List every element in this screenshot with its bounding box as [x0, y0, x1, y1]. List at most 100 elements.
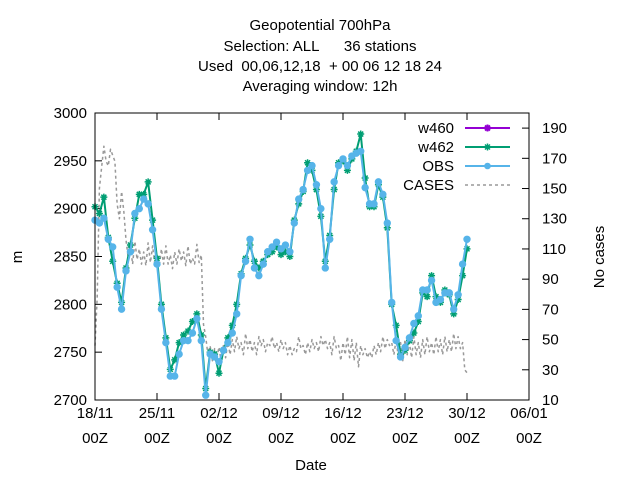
- data-point-w462: [273, 243, 281, 251]
- x-tick-label-date: 18/11: [77, 405, 113, 422]
- x-tick-label-hour: 00Z: [82, 430, 108, 447]
- data-point-obs: [215, 358, 223, 366]
- data-point-obs: [321, 264, 329, 272]
- y-tick-label: 2700: [54, 392, 87, 409]
- data-point-obs: [272, 238, 281, 246]
- legend-label: w460: [417, 120, 454, 137]
- legend-marker: [484, 124, 491, 132]
- data-point-obs: [414, 312, 422, 320]
- chart-title: Geopotential 700hPa Selection: ALL 36 st…: [198, 17, 442, 95]
- data-point-w462: [233, 300, 241, 308]
- data-point-obs: [100, 214, 108, 222]
- data-point-obs: [157, 305, 166, 313]
- data-point-w462: [140, 190, 148, 198]
- x-tick-label-date: 06/01: [510, 405, 548, 422]
- data-point-w462: [343, 166, 351, 174]
- data-point-w462: [268, 248, 276, 256]
- data-point-w462: [277, 251, 285, 259]
- data-point-w462: [197, 331, 205, 339]
- x-tick-label-hour: 00Z: [268, 430, 294, 447]
- data-point-obs: [131, 209, 139, 218]
- legend-label: w462: [417, 139, 454, 156]
- data-point-obs: [104, 235, 112, 243]
- data-point-obs: [162, 338, 170, 347]
- x-tick-label-hour: 00Z: [144, 430, 170, 447]
- data-point-obs: [463, 235, 471, 243]
- data-point-obs: [237, 271, 245, 280]
- x-tick-label-hour: 00Z: [330, 430, 356, 447]
- data-point-w462: [463, 245, 471, 253]
- data-point-w462: [228, 321, 236, 329]
- x-tick-label-date: 09/12: [262, 405, 300, 422]
- data-point-w462: [144, 178, 152, 186]
- y2-tick-label: 70: [542, 301, 559, 318]
- data-point-obs: [255, 271, 263, 280]
- data-point-obs: [135, 204, 143, 213]
- data-point-obs: [197, 336, 205, 345]
- x-tick-label-date: 25/11: [139, 405, 175, 422]
- data-point-obs: [295, 195, 303, 203]
- data-point-w462: [410, 329, 418, 337]
- data-point-obs: [193, 314, 201, 323]
- data-point-obs: [202, 391, 210, 399]
- data-point-obs: [379, 190, 387, 199]
- data-point-w462: [175, 339, 183, 347]
- data-point-obs: [383, 219, 391, 227]
- data-point-w462: [432, 293, 440, 301]
- data-point-obs: [246, 235, 254, 243]
- data-point-obs: [303, 166, 312, 175]
- data-point-obs: [219, 346, 228, 354]
- data-point-w462: [459, 272, 467, 280]
- x-tick-label-date: 30/12: [448, 405, 486, 422]
- data-point-obs: [233, 310, 241, 318]
- data-point-obs: [405, 334, 414, 342]
- data-point-obs: [250, 264, 259, 272]
- data-point-obs: [317, 204, 325, 213]
- data-point-w462: [392, 321, 400, 329]
- title-line-2: Selection: ALL 36 stations: [224, 38, 417, 55]
- y-tick-label: 2750: [54, 344, 87, 361]
- data-point-obs: [153, 260, 161, 268]
- y2-tick-label: 30: [542, 362, 559, 379]
- data-point-w462: [361, 174, 369, 182]
- series-obs: [91, 147, 471, 399]
- data-point-obs: [370, 200, 378, 208]
- title-line-1: Geopotential 700hPa: [250, 17, 392, 34]
- x-tick-label-hour: 00Z: [392, 430, 418, 447]
- data-point-obs: [113, 283, 121, 291]
- data-point-w462: [304, 159, 312, 167]
- y2-tick-label: 50: [542, 332, 559, 349]
- data-point-w462: [308, 166, 316, 174]
- data-point-obs: [326, 235, 334, 243]
- data-point-obs: [241, 257, 250, 265]
- y2-tick-label: 150: [542, 181, 567, 198]
- data-point-obs: [281, 241, 290, 249]
- data-point-obs: [396, 353, 405, 361]
- y2-tick-label: 90: [542, 271, 559, 288]
- data-point-obs: [286, 248, 294, 256]
- data-point-w462: [149, 216, 157, 224]
- data-point-obs: [392, 336, 400, 345]
- series-layer: [91, 130, 471, 399]
- data-point-obs: [228, 329, 236, 337]
- data-point-w462: [281, 248, 289, 256]
- data-point-w462: [450, 310, 458, 318]
- y2-tick-label: 190: [542, 120, 567, 137]
- y-axis-label: m: [9, 251, 26, 264]
- data-point-obs: [357, 147, 365, 155]
- y2-axis-label: No cases: [591, 226, 608, 289]
- data-point-w462: [184, 327, 192, 335]
- data-point-obs: [126, 248, 135, 256]
- data-point-w462: [414, 318, 422, 326]
- data-point-obs: [122, 267, 130, 275]
- y-tick-label: 2950: [54, 153, 87, 170]
- data-point-obs: [343, 161, 352, 170]
- x-axis-label: Date: [295, 457, 327, 474]
- data-point-obs: [210, 353, 219, 361]
- legend-label: OBS: [422, 158, 454, 175]
- y-tick-label: 2850: [54, 249, 87, 266]
- data-point-w462: [95, 209, 103, 217]
- y-tick-label: 2800: [54, 296, 87, 313]
- y-tick-label: 2900: [54, 201, 87, 218]
